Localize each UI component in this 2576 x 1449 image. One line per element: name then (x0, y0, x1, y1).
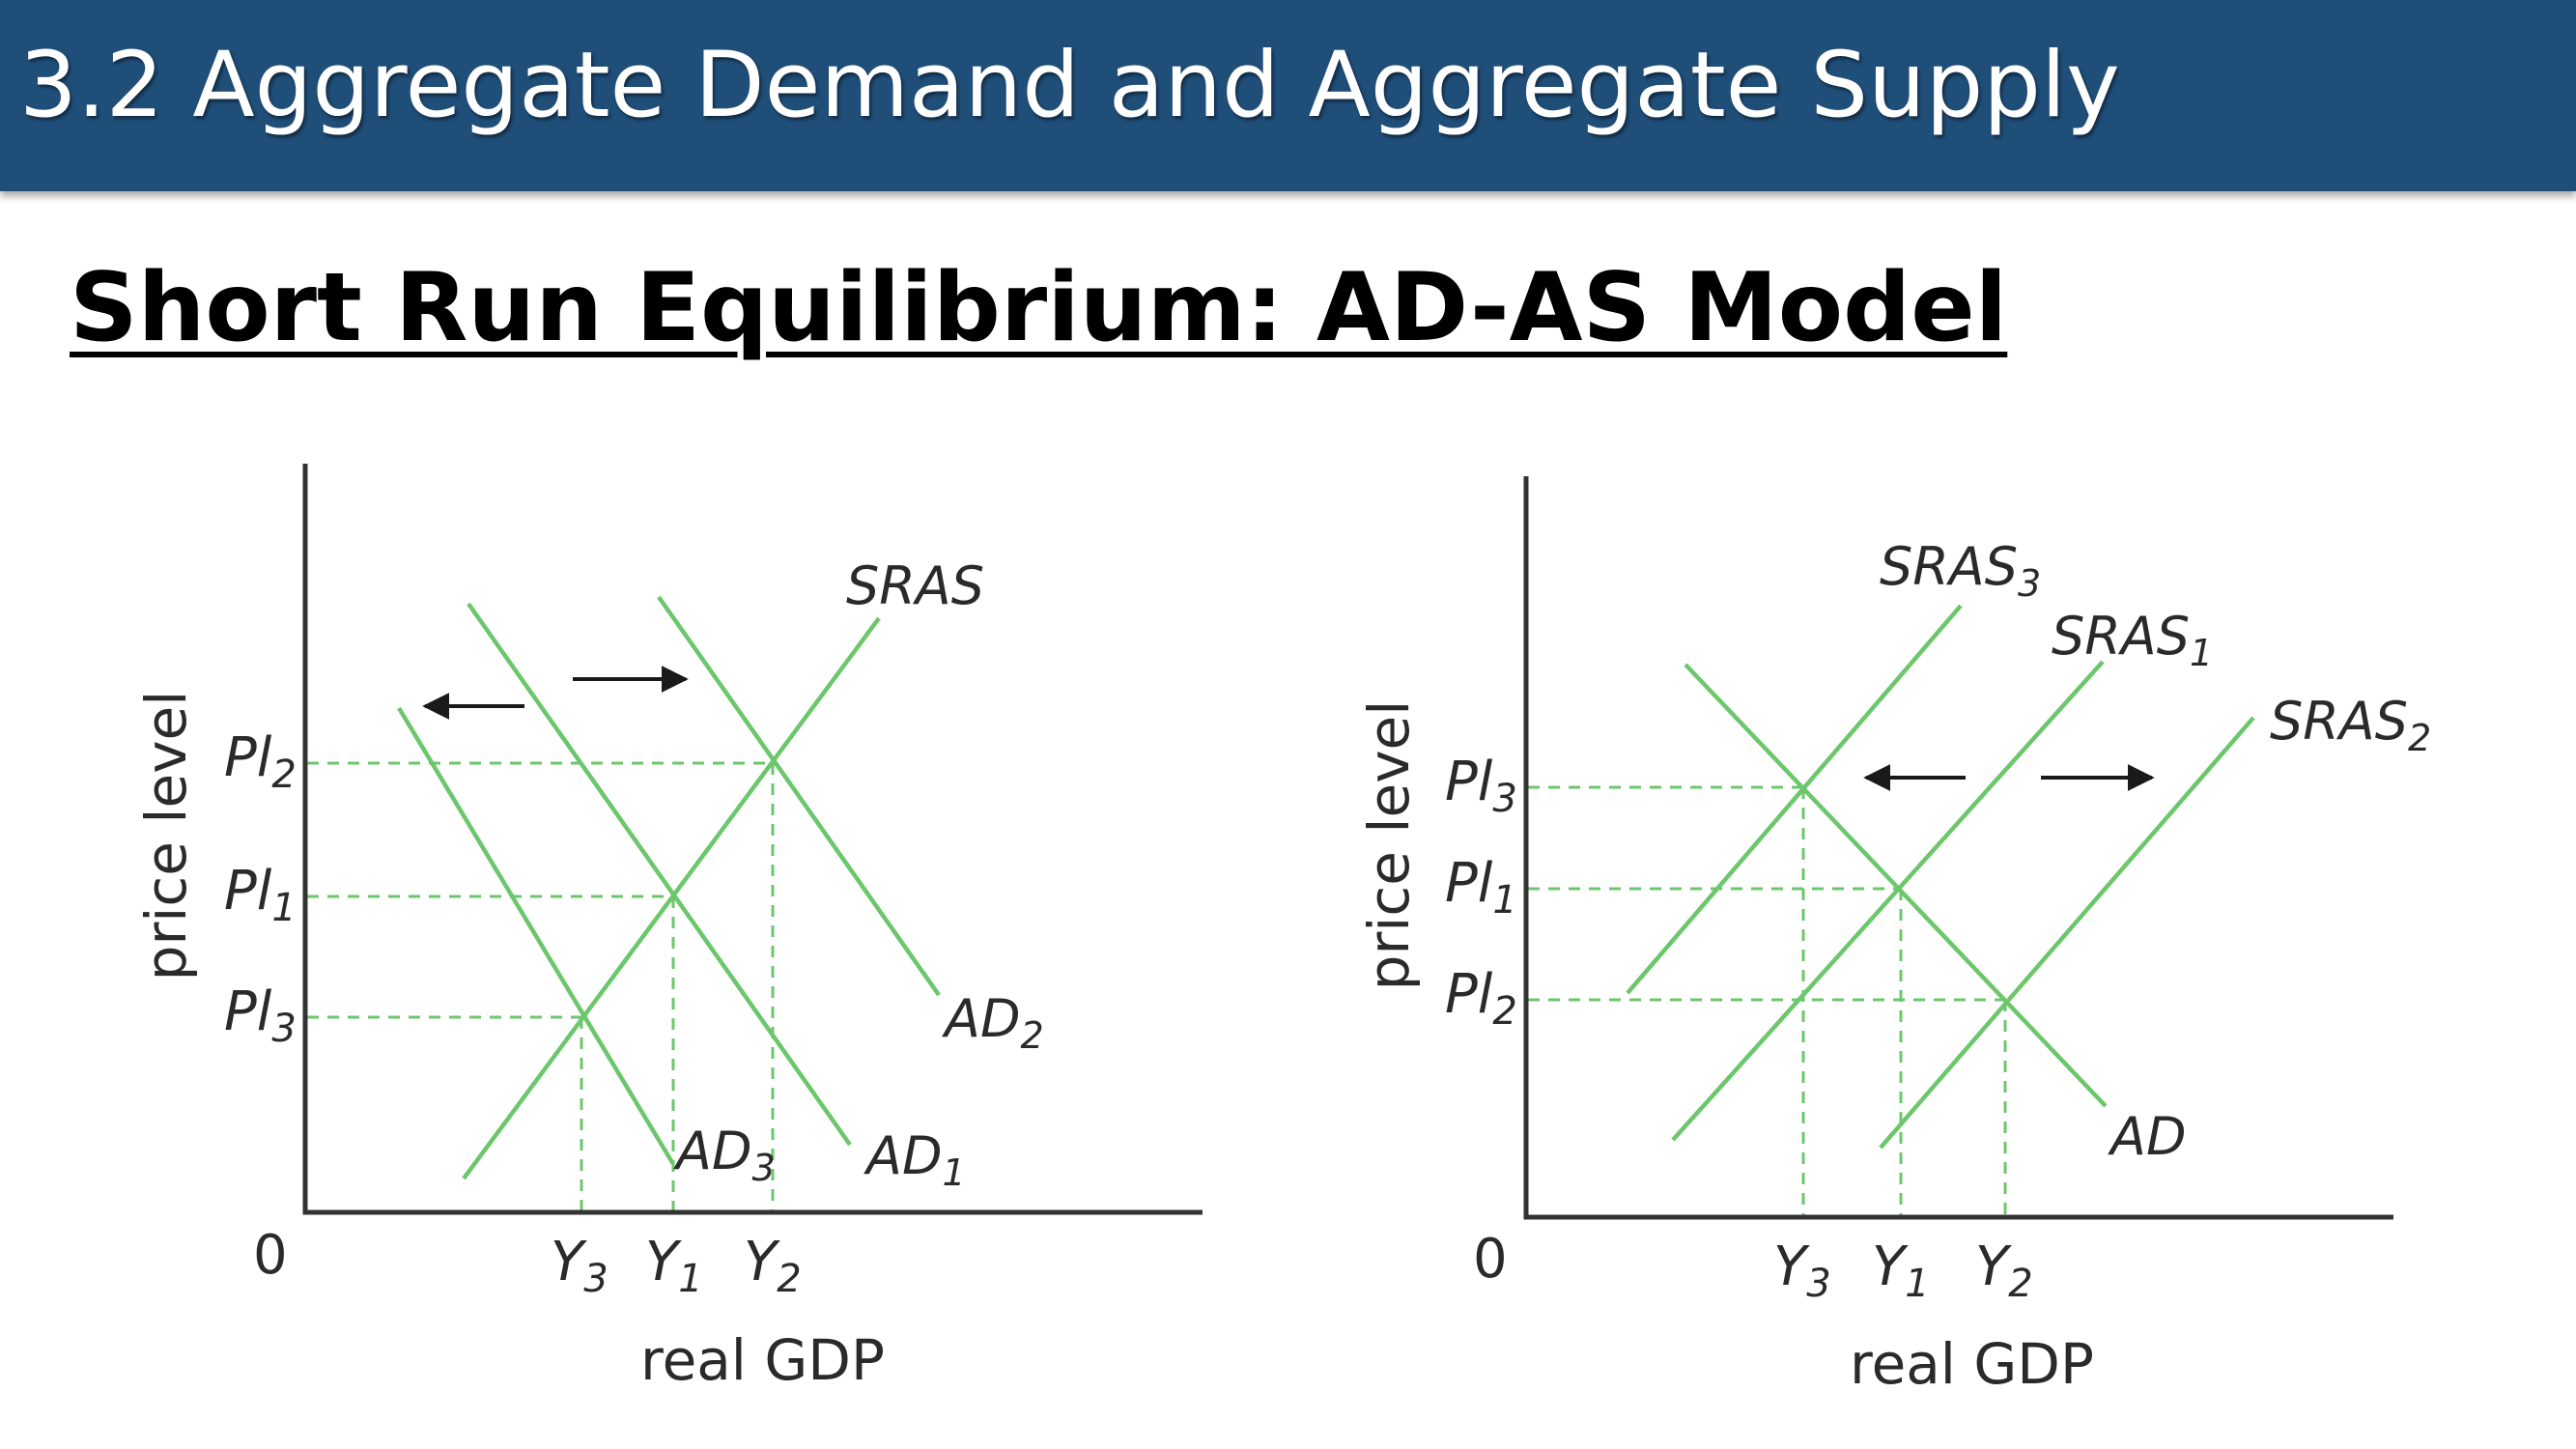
label-sras: SRAS (846, 555, 984, 616)
label-pl2: Pl2 (224, 726, 297, 797)
sras-shift-diagram: SRAS3 SRAS1 SRAS2 AD Pl3 Pl1 Pl2 Y3 Y1 Y… (1356, 476, 2431, 1397)
y-axis-title: price level (1356, 700, 1422, 991)
label-y3: Y3 (1773, 1236, 1831, 1306)
sras-curve (462, 616, 881, 1180)
sras3-curve (1626, 604, 1963, 995)
y-axis-title: price level (133, 691, 199, 981)
label-y2: Y2 (744, 1231, 802, 1301)
ad-curve (1684, 663, 2108, 1108)
origin-label: 0 (1473, 1228, 1508, 1291)
sras1-curve (1671, 660, 2105, 1142)
label-ad: AD (2108, 1106, 2187, 1167)
label-ad3: AD3 (673, 1121, 776, 1189)
ad3-curve (397, 706, 675, 1166)
x-axis-title: real GDP (640, 1327, 885, 1393)
label-pl3: Pl3 (1445, 751, 1517, 821)
label-pl1: Pl1 (224, 860, 297, 930)
label-ad2: AD2 (942, 988, 1044, 1057)
ad-shift-diagram: SRAS AD2 AD1 AD3 Pl2 Pl1 Pl3 Y3 Y1 Y2 0 … (133, 464, 1203, 1393)
label-pl3: Pl3 (224, 980, 297, 1051)
label-sras3: SRAS3 (1880, 536, 2041, 605)
slide-heading: Short Run Equilibrium: AD-AS Model (70, 253, 2008, 363)
axes (302, 464, 1203, 1215)
ad1-curve (467, 602, 852, 1147)
title-banner: 3.2 Aggregate Demand and Aggregate Suppl… (0, 0, 2576, 191)
label-y3: Y3 (551, 1231, 609, 1301)
label-ad1: AD1 (863, 1125, 966, 1194)
label-sras1: SRAS1 (2052, 606, 2213, 674)
label-y1: Y1 (1872, 1236, 1930, 1306)
x-axis-title: real GDP (1850, 1331, 2094, 1397)
sras2-curve (1879, 716, 2255, 1150)
label-y1: Y1 (645, 1231, 703, 1301)
origin-label: 0 (253, 1224, 288, 1287)
label-y2: Y2 (1975, 1236, 2033, 1306)
label-sras2: SRAS2 (2270, 691, 2431, 759)
axes (1523, 476, 2393, 1220)
ad2-curve (657, 595, 941, 997)
slide-title: 3.2 Aggregate Demand and Aggregate Suppl… (19, 33, 2120, 138)
label-pl2: Pl2 (1445, 963, 1517, 1034)
label-pl1: Pl1 (1445, 852, 1517, 923)
